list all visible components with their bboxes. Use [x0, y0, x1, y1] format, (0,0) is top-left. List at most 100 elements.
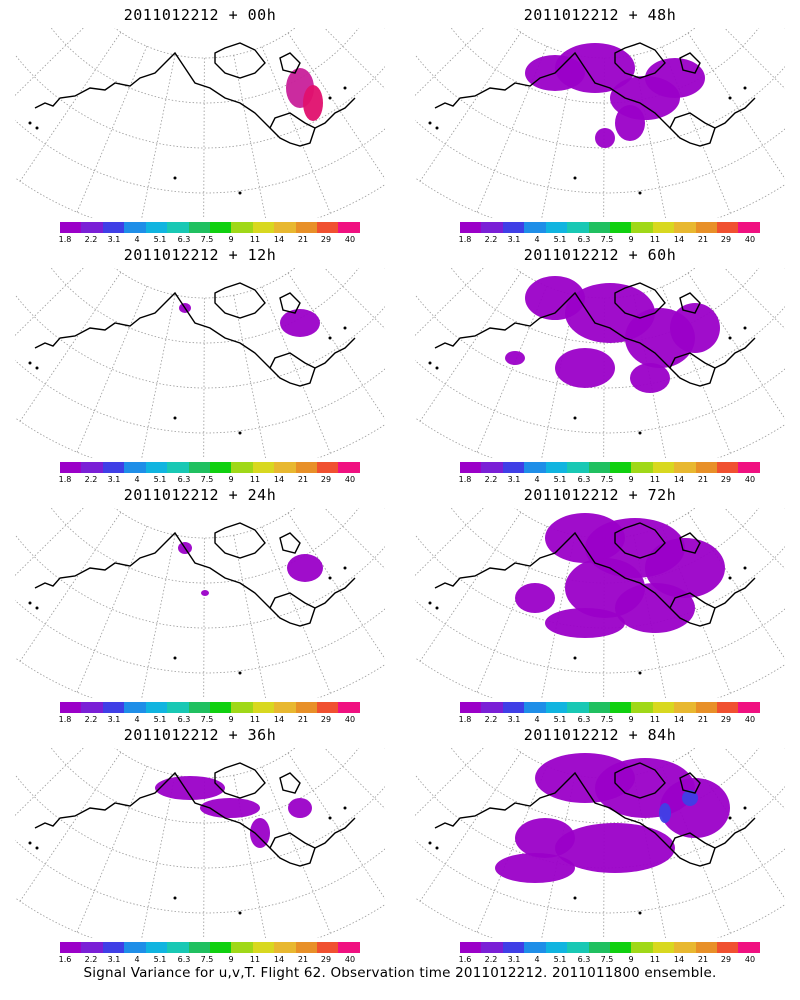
colorbar-label: 1.8	[58, 715, 72, 724]
colorbar-label: 29	[320, 715, 332, 724]
island	[343, 806, 347, 810]
colorbar-segment	[231, 222, 253, 233]
colorbar-segment	[124, 702, 146, 713]
colorbar-labels: 1.8 2.2 3.1 4 5.1 6.3 7.5 9 11 14 21 29 40	[59, 235, 360, 245]
colorbar-label: 3.1	[107, 475, 121, 484]
polar-map	[415, 28, 785, 218]
colorbar-segment	[674, 942, 696, 953]
colorbar-label: 40	[344, 235, 356, 244]
colorbar-segment	[460, 702, 482, 713]
polar-map	[15, 748, 385, 938]
variance-region	[615, 583, 695, 633]
colorbar-segment	[145, 942, 168, 953]
colorbar-segment	[274, 462, 296, 473]
island	[35, 366, 39, 370]
colorbar	[60, 462, 360, 473]
island	[35, 126, 39, 130]
colorbar-segment	[502, 462, 525, 473]
colorbar-label: 1.8	[458, 475, 472, 484]
colorbar-segment	[588, 462, 610, 473]
island	[238, 191, 242, 195]
colorbar-segment	[738, 942, 760, 953]
colorbar	[460, 702, 760, 713]
colorbar-segment	[124, 462, 146, 473]
colorbar-segment	[338, 942, 360, 953]
colorbar-label: 5.1	[553, 475, 567, 484]
colorbar-segment	[460, 942, 482, 953]
colorbar	[60, 222, 360, 233]
island	[428, 361, 432, 365]
colorbar-label: 2.2	[484, 955, 498, 964]
colorbar-segment	[81, 462, 103, 473]
colorbar-label: 6.3	[577, 955, 591, 964]
colorbar-label: 7.5	[200, 235, 214, 244]
island	[35, 846, 39, 850]
panel-title: 2011012212 + 36h	[123, 726, 277, 744]
island	[435, 366, 439, 370]
colorbar-label: 3.1	[507, 475, 521, 484]
island	[328, 816, 332, 820]
island	[238, 671, 242, 675]
colorbar-segment	[652, 462, 675, 473]
colorbar-label: 11	[649, 955, 661, 964]
colorbar-segment	[567, 462, 589, 473]
panel-title: 2011012212 + 00h	[123, 6, 277, 24]
colorbar-segment	[209, 462, 232, 473]
colorbar-label: 11	[649, 475, 661, 484]
island	[173, 176, 177, 180]
colorbar-segment	[717, 462, 739, 473]
colorbar-label: 4	[534, 475, 540, 484]
colorbar-label: 9	[628, 715, 634, 724]
colorbar-label: 6.3	[577, 235, 591, 244]
island	[743, 326, 747, 330]
island	[238, 911, 242, 915]
island	[728, 336, 732, 340]
colorbar-label: 14	[673, 475, 685, 484]
colorbar-label: 29	[320, 955, 332, 964]
polar-map	[415, 748, 785, 938]
colorbar-label: 14	[273, 235, 285, 244]
variance-region	[682, 790, 698, 806]
colorbar-label: 3.1	[107, 955, 121, 964]
colorbar-label: 40	[344, 955, 356, 964]
island	[428, 601, 432, 605]
island	[435, 606, 439, 610]
colorbar-label: 29	[320, 235, 332, 244]
colorbar-segment	[145, 222, 168, 233]
colorbar-segment	[209, 702, 232, 713]
colorbar-labels: 1.8 2.2 3.1 4 5.1 6.3 7.5 9 11 14 21 29 40	[459, 715, 760, 725]
colorbar-segment	[652, 222, 675, 233]
colorbar-segment	[695, 222, 718, 233]
colorbar-label: 21	[297, 715, 309, 724]
colorbar-segment	[81, 942, 103, 953]
colorbar-segment	[188, 942, 210, 953]
colorbar-label: 3.1	[107, 235, 121, 244]
colorbar-segment	[695, 702, 718, 713]
island	[28, 361, 32, 365]
map-panel: 2011012212 + 84h 1.6 2.2 3.1 4 5.1 6.3 7.5 9 11 14…	[400, 720, 800, 965]
polar-map	[15, 28, 385, 218]
colorbar-label: 6.3	[177, 235, 191, 244]
colorbar-segment	[338, 462, 360, 473]
colorbar-label: 2.2	[484, 475, 498, 484]
colorbar-labels: 1.8 2.2 3.1 4 5.1 6.3 7.5 9 11 14 21 29 40	[58, 715, 360, 725]
colorbar-label: 9	[628, 235, 634, 244]
colorbar-segment	[167, 702, 189, 713]
island	[238, 431, 242, 435]
colorbar-label: 29	[320, 475, 332, 484]
variance-region	[287, 554, 323, 582]
colorbar-label: 40	[744, 235, 756, 244]
colorbar-label: 5.1	[153, 235, 167, 244]
island	[28, 601, 32, 605]
colorbar-segment	[145, 462, 168, 473]
map-panel: 2011012212 + 72h 1.8 2.2 3.1 4 5.1 6.3 7.5 9 11 14…	[400, 480, 800, 725]
island	[328, 96, 332, 100]
panel-title: 2011012212 + 48h	[523, 6, 677, 24]
colorbar-label: 21	[697, 235, 709, 244]
colorbar-segment	[481, 942, 503, 953]
colorbar-segment	[567, 222, 589, 233]
island	[573, 176, 577, 180]
panel-title: 2011012212 + 72h	[523, 486, 677, 504]
colorbar-segment	[652, 942, 675, 953]
colorbar-segment	[209, 222, 232, 233]
